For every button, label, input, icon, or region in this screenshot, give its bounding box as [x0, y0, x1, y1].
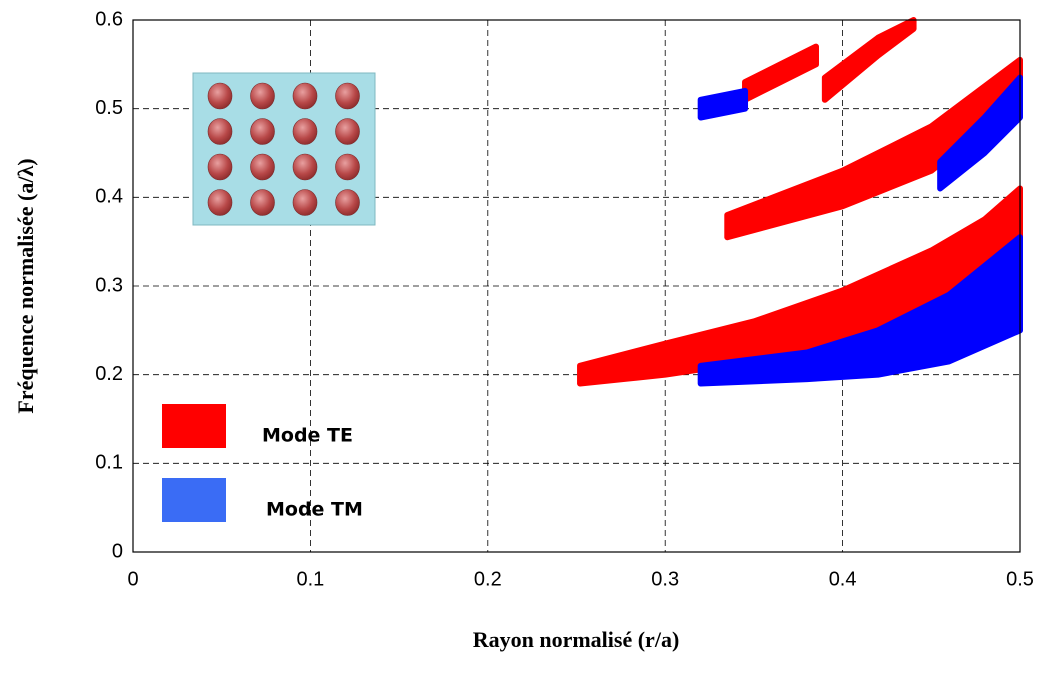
rod — [292, 153, 318, 181]
rod — [335, 82, 360, 110]
rod — [250, 189, 275, 216]
band-gap — [821, 17, 917, 103]
x-tick-label: 0.5 — [1006, 568, 1034, 590]
rod — [335, 118, 360, 145]
x-axis-title: Rayon normalisé (r/a) — [473, 627, 680, 652]
rod — [250, 118, 275, 145]
rod — [207, 82, 233, 110]
y-tick-label: 0.3 — [95, 274, 123, 296]
x-tick-label: 0.2 — [474, 568, 502, 590]
crystal-inset — [192, 72, 376, 226]
rod — [335, 189, 360, 216]
rod — [292, 82, 318, 110]
legend-label: Mode TM — [266, 499, 363, 521]
y-axis-title: Fréquence normalisée (a/λ) — [13, 158, 38, 413]
rod — [250, 82, 275, 110]
plot-frame — [132, 19, 1021, 553]
legend-swatch — [162, 478, 226, 522]
y-tick-label: 0.6 — [95, 8, 123, 30]
x-tick-label: 0.1 — [296, 568, 324, 590]
x-tick-label: 0.3 — [651, 568, 679, 590]
rod — [207, 189, 233, 216]
rods — [207, 82, 360, 216]
y-tick-label: 0.2 — [95, 363, 123, 385]
y-tick-label: 0.4 — [95, 186, 123, 208]
x-tick-label: 0 — [127, 568, 138, 590]
legend-swatch — [162, 404, 226, 448]
rod — [335, 153, 360, 181]
rod — [292, 189, 318, 216]
rod — [207, 153, 233, 181]
band-gap — [697, 87, 749, 121]
y-tick-label: 0.5 — [95, 97, 123, 119]
y-tick-label: 0.1 — [95, 452, 123, 474]
x-tick-label: 0.4 — [829, 568, 857, 590]
rod — [250, 153, 275, 181]
legend-label: Mode TE — [262, 425, 353, 447]
rod — [207, 118, 233, 145]
rod — [292, 118, 318, 145]
y-tick-label: 0 — [112, 540, 123, 562]
legend: Mode TE Mode TM — [162, 404, 363, 522]
